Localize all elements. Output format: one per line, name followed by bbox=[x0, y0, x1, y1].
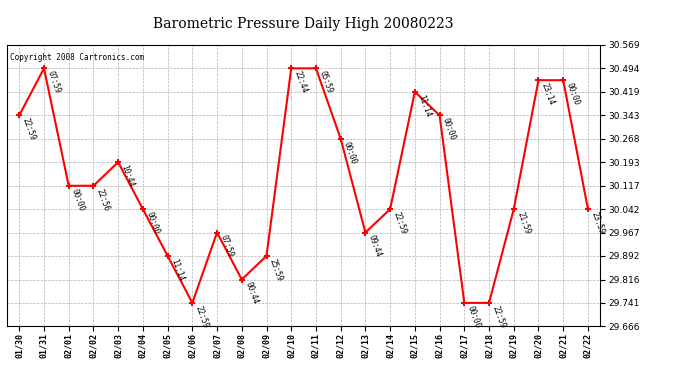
Text: 22:56: 22:56 bbox=[95, 187, 111, 212]
Text: 23:59: 23:59 bbox=[589, 210, 606, 236]
Text: 00:00: 00:00 bbox=[466, 304, 482, 329]
Text: 22:59: 22:59 bbox=[21, 117, 37, 142]
Text: 22:59: 22:59 bbox=[194, 304, 210, 329]
Text: 00:44: 00:44 bbox=[243, 281, 259, 306]
Text: 21:59: 21:59 bbox=[515, 210, 531, 236]
Text: 00:00: 00:00 bbox=[144, 210, 161, 236]
Text: 07:59: 07:59 bbox=[46, 70, 61, 94]
Text: 00:00: 00:00 bbox=[70, 187, 86, 212]
Text: 11:14: 11:14 bbox=[169, 257, 186, 282]
Text: 22:44: 22:44 bbox=[293, 70, 309, 94]
Text: 09:44: 09:44 bbox=[367, 234, 383, 259]
Text: 11:14: 11:14 bbox=[416, 93, 433, 118]
Text: Barometric Pressure Daily High 20080223: Barometric Pressure Daily High 20080223 bbox=[153, 17, 454, 31]
Text: Copyright 2008 Cartronics.com: Copyright 2008 Cartronics.com bbox=[10, 54, 144, 62]
Text: 00:00: 00:00 bbox=[441, 117, 457, 142]
Text: 07:59: 07:59 bbox=[219, 234, 235, 259]
Text: 23:14: 23:14 bbox=[540, 82, 556, 106]
Text: 00:00: 00:00 bbox=[342, 140, 358, 165]
Text: 05:59: 05:59 bbox=[317, 70, 334, 94]
Text: 22:59: 22:59 bbox=[491, 304, 506, 329]
Text: 25:59: 25:59 bbox=[268, 257, 284, 282]
Text: 22:59: 22:59 bbox=[391, 210, 408, 236]
Text: 00:00: 00:00 bbox=[564, 82, 581, 106]
Text: 10:44: 10:44 bbox=[119, 164, 136, 188]
